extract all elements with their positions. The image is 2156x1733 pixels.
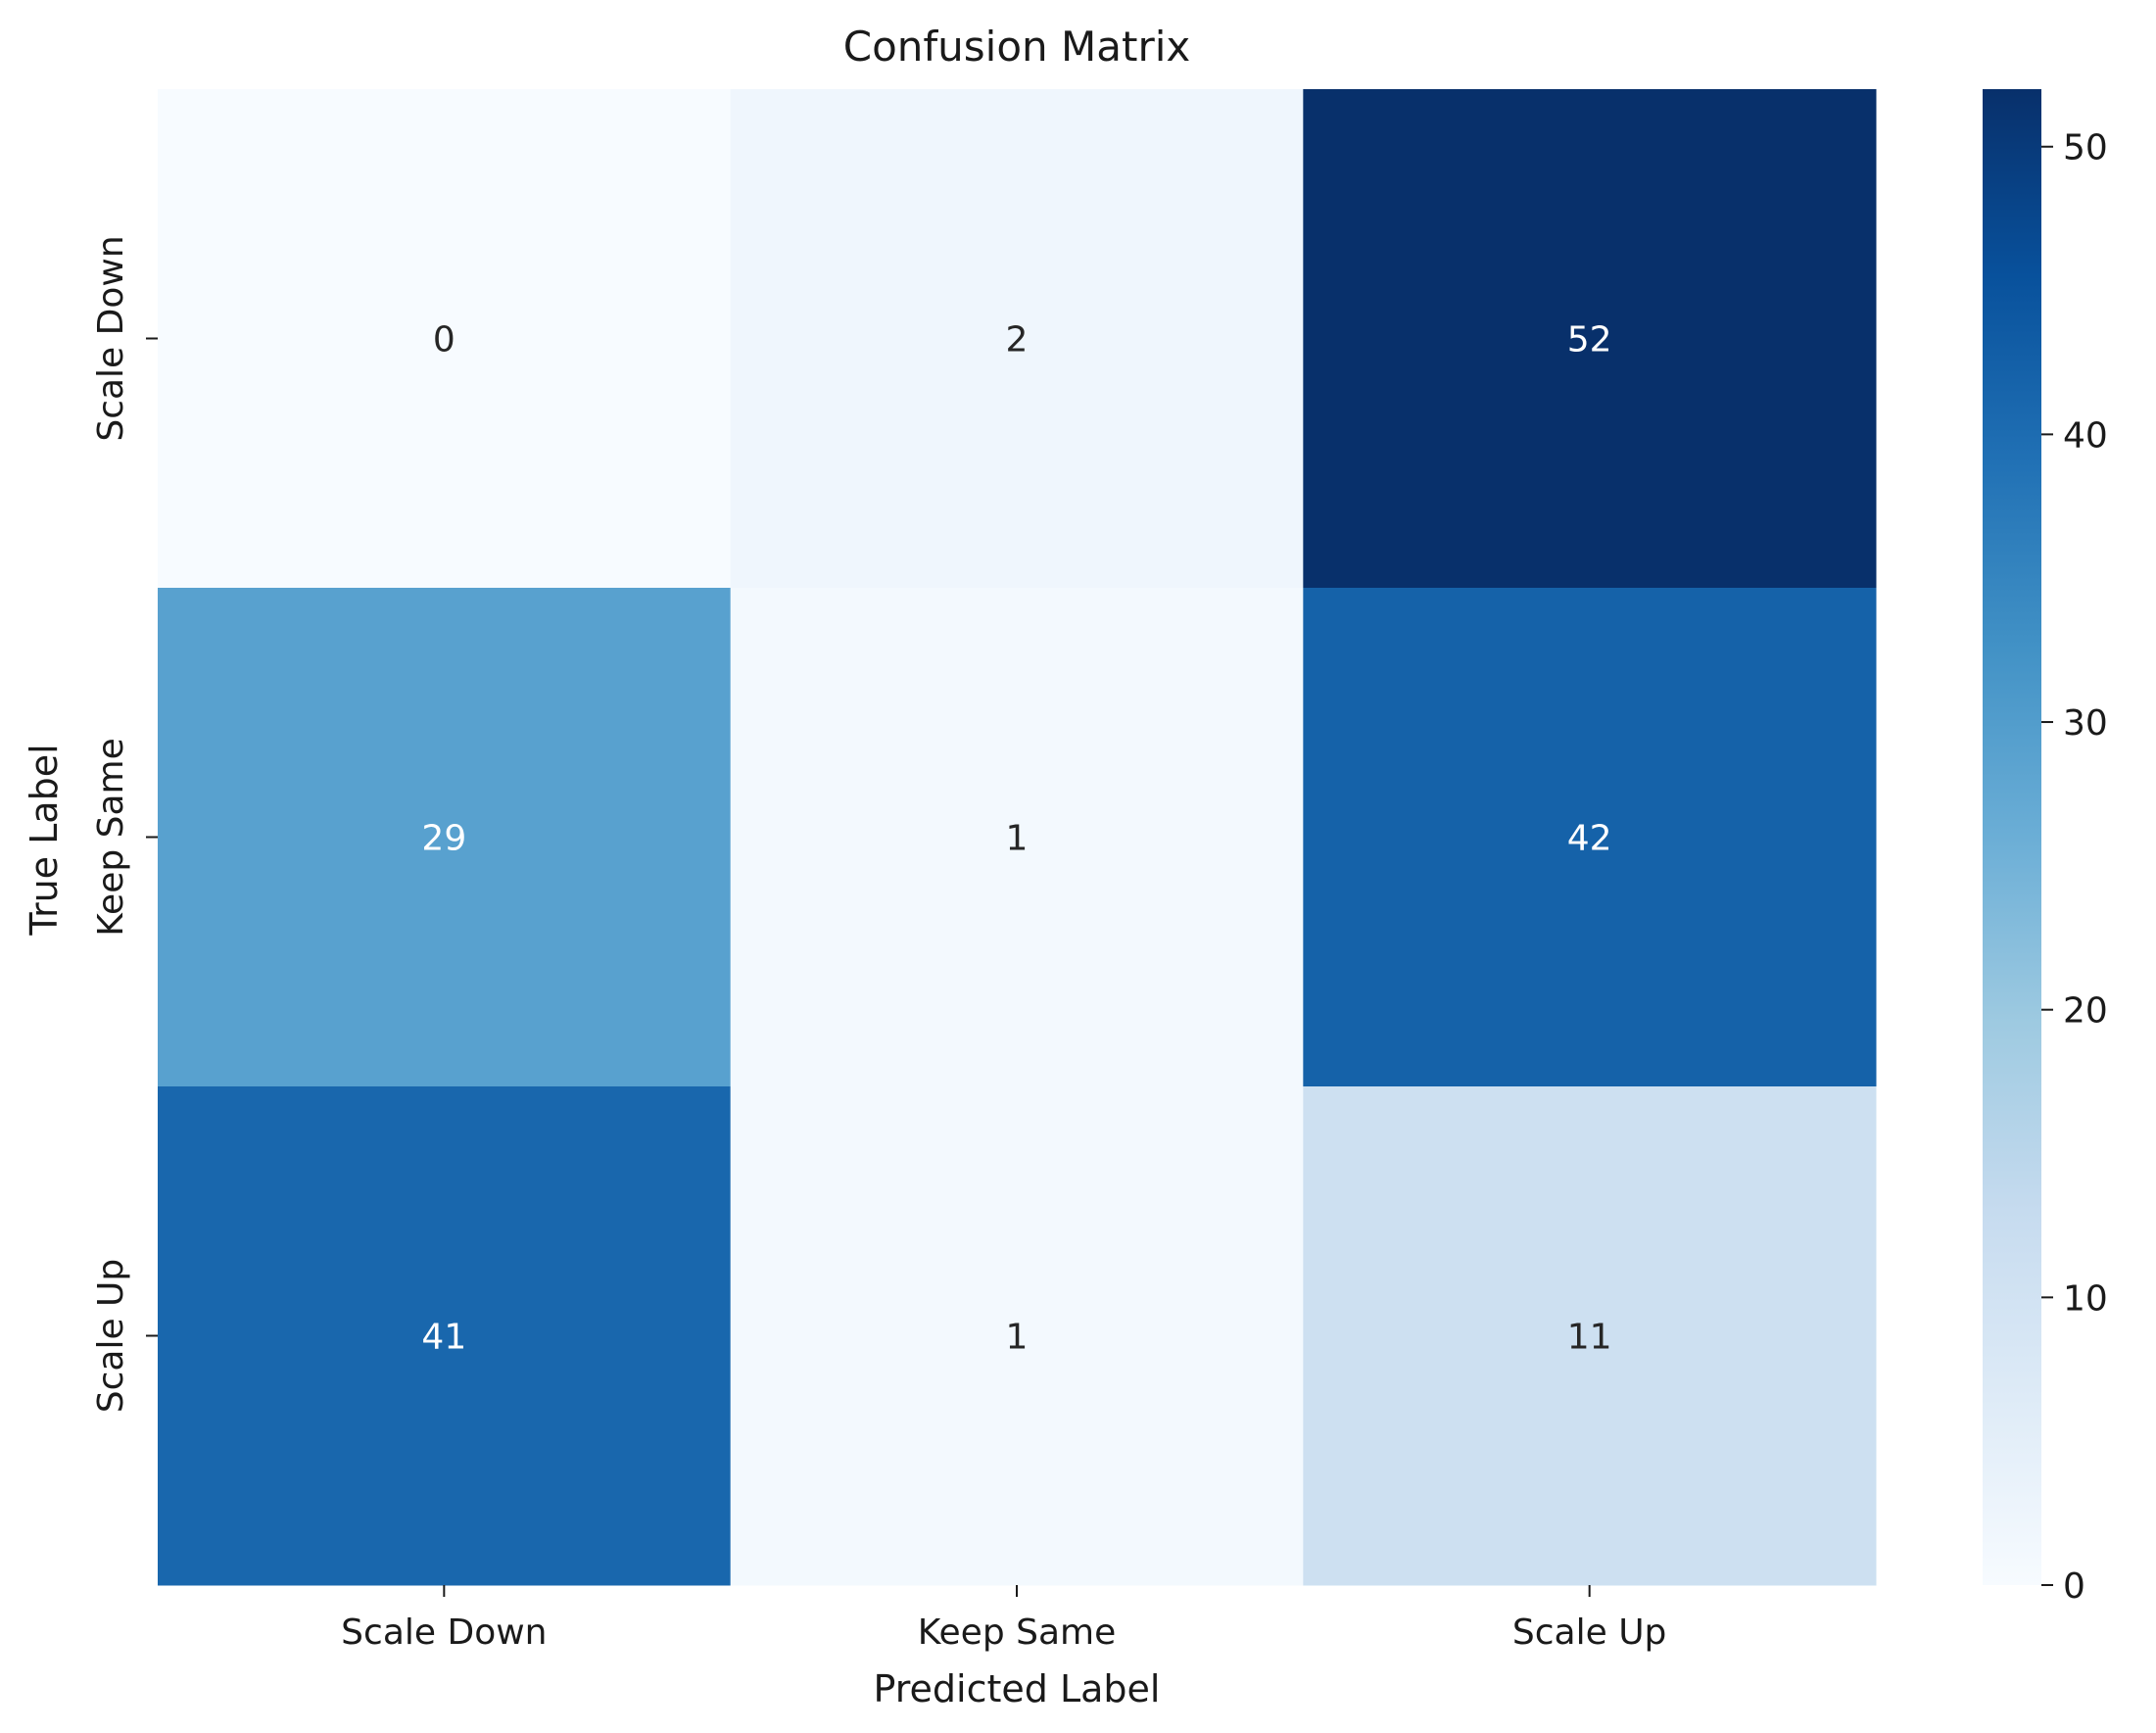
y-tick-label: Scale Down — [91, 235, 131, 441]
cell-value-label: 41 — [421, 1318, 466, 1358]
heatmap-cell-r0-c1 — [730, 89, 1304, 589]
heatmap-cell-r0-c2 — [1303, 89, 1877, 589]
y-axis-ticks: Scale Down Keep Same Scale Up — [91, 235, 158, 1413]
colorbar-tick-label: 10 — [2063, 1278, 2108, 1319]
cell-value-label: 1 — [1006, 819, 1029, 859]
cell-value-label: 2 — [1006, 320, 1029, 361]
colorbar-ticks: 0 10 20 30 40 50 — [2041, 128, 2108, 1607]
heatmap-cell-r2-c1 — [730, 1086, 1304, 1586]
y-tick-label: Scale Up — [91, 1259, 131, 1414]
heatmap-cells — [158, 89, 1877, 1586]
colorbar-tick-label: 40 — [2063, 415, 2108, 456]
heatmap-cell-r1-c0 — [158, 588, 732, 1087]
cell-value-label: 52 — [1567, 320, 1612, 361]
x-tick-label: Scale Down — [341, 1613, 547, 1653]
colorbar-tick-label: 50 — [2063, 128, 2108, 168]
cell-value-label: 11 — [1567, 1318, 1612, 1358]
heatmap-cell-r1-c1 — [730, 588, 1304, 1087]
heatmap-cell-r1-c2 — [1303, 588, 1877, 1087]
chart-title: Confusion Matrix — [843, 23, 1191, 71]
cell-value-label: 0 — [433, 320, 455, 361]
heatmap-cell-r2-c2 — [1303, 1086, 1877, 1586]
cell-value-label: 42 — [1567, 819, 1612, 859]
cell-value-label: 1 — [1006, 1318, 1029, 1358]
x-tick-label: Keep Same — [918, 1613, 1117, 1653]
heatmap-cell-r0-c0 — [158, 89, 732, 589]
x-tick-label: Scale Up — [1512, 1613, 1667, 1653]
x-axis-ticks: Scale Down Keep Same Scale Up — [341, 1585, 1666, 1653]
x-axis-label: Predicted Label — [874, 1667, 1161, 1710]
colorbar-tick-label: 20 — [2063, 991, 2108, 1032]
y-axis-label: True Label — [23, 744, 66, 936]
colorbar-tick-label: 30 — [2063, 703, 2108, 744]
colorbar — [1983, 89, 2041, 1585]
heatmap-cell-r2-c0 — [158, 1086, 732, 1586]
colorbar-tick-label: 0 — [2063, 1566, 2085, 1607]
y-tick-label: Keep Same — [91, 738, 131, 937]
cell-value-label: 29 — [421, 819, 466, 859]
